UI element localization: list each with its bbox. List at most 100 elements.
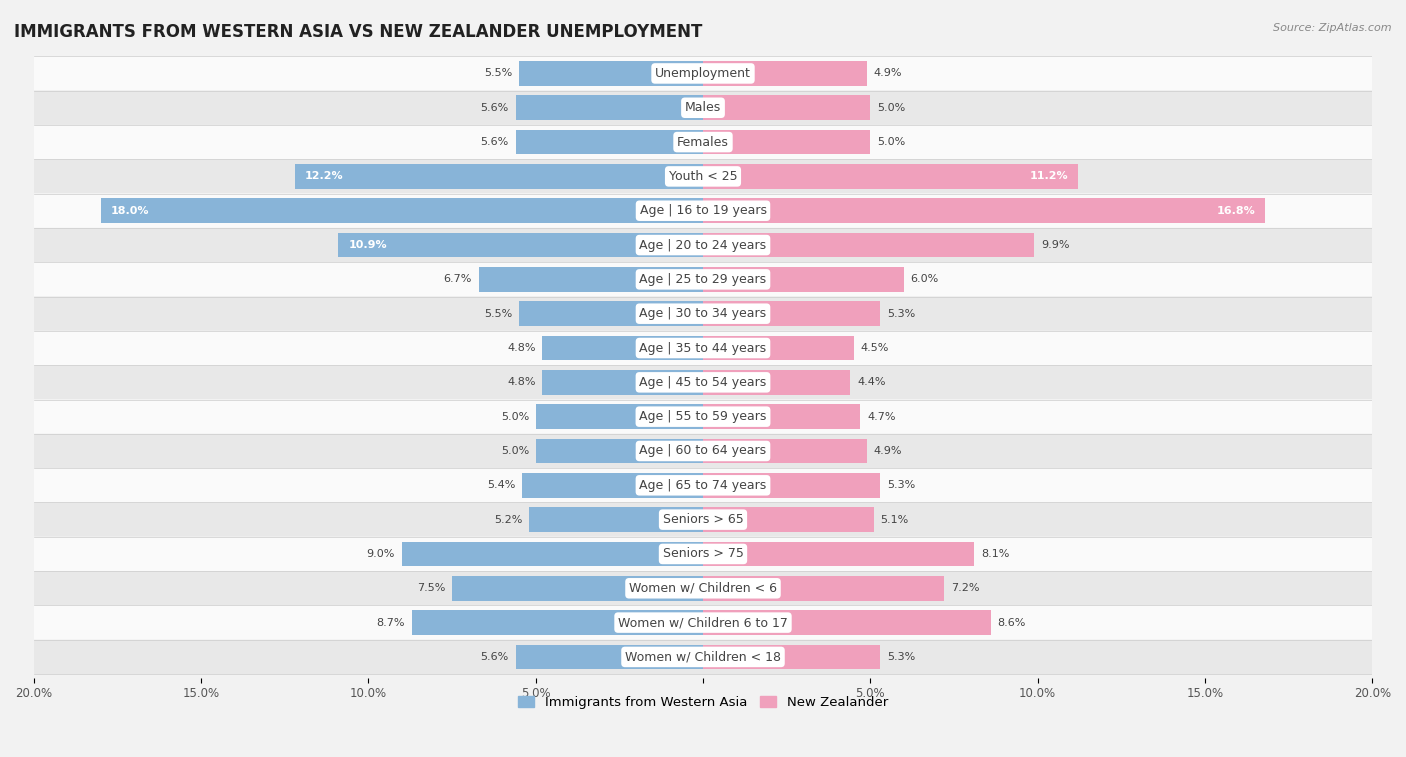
- Bar: [478, 267, 703, 291]
- Text: Women w/ Children < 6: Women w/ Children < 6: [628, 582, 778, 595]
- Bar: [703, 507, 873, 532]
- Text: 5.5%: 5.5%: [484, 309, 512, 319]
- Bar: [703, 301, 880, 326]
- Bar: [295, 164, 703, 188]
- Text: Seniors > 75: Seniors > 75: [662, 547, 744, 560]
- Text: 7.2%: 7.2%: [950, 584, 979, 593]
- Text: Males: Males: [685, 101, 721, 114]
- Bar: [519, 301, 703, 326]
- Bar: [703, 370, 851, 394]
- Text: 5.6%: 5.6%: [481, 103, 509, 113]
- Text: 5.3%: 5.3%: [887, 309, 915, 319]
- FancyBboxPatch shape: [34, 125, 1372, 159]
- Text: 4.5%: 4.5%: [860, 343, 889, 353]
- Text: 16.8%: 16.8%: [1216, 206, 1256, 216]
- FancyBboxPatch shape: [34, 640, 1372, 674]
- Text: 5.6%: 5.6%: [481, 137, 509, 147]
- FancyBboxPatch shape: [34, 194, 1372, 228]
- Bar: [536, 404, 703, 429]
- Bar: [529, 507, 703, 532]
- Legend: Immigrants from Western Asia, New Zealander: Immigrants from Western Asia, New Zealan…: [513, 691, 893, 715]
- Text: 5.2%: 5.2%: [494, 515, 522, 525]
- Bar: [519, 61, 703, 86]
- Bar: [100, 198, 703, 223]
- Text: 5.3%: 5.3%: [887, 480, 915, 491]
- Bar: [703, 576, 943, 600]
- Bar: [703, 232, 1035, 257]
- Text: 5.1%: 5.1%: [880, 515, 908, 525]
- Text: Age | 30 to 34 years: Age | 30 to 34 years: [640, 307, 766, 320]
- Bar: [516, 95, 703, 120]
- Text: Women w/ Children < 18: Women w/ Children < 18: [626, 650, 780, 663]
- Text: Age | 16 to 19 years: Age | 16 to 19 years: [640, 204, 766, 217]
- Text: Age | 60 to 64 years: Age | 60 to 64 years: [640, 444, 766, 457]
- Text: 11.2%: 11.2%: [1029, 171, 1067, 182]
- Text: 7.5%: 7.5%: [418, 584, 446, 593]
- Text: 5.0%: 5.0%: [877, 103, 905, 113]
- Text: 5.0%: 5.0%: [877, 137, 905, 147]
- FancyBboxPatch shape: [34, 262, 1372, 297]
- Text: 12.2%: 12.2%: [305, 171, 343, 182]
- Bar: [703, 404, 860, 429]
- Text: 10.9%: 10.9%: [349, 240, 387, 250]
- Text: 6.0%: 6.0%: [911, 274, 939, 285]
- Text: Source: ZipAtlas.com: Source: ZipAtlas.com: [1274, 23, 1392, 33]
- FancyBboxPatch shape: [34, 365, 1372, 400]
- Bar: [536, 438, 703, 463]
- Text: 5.6%: 5.6%: [481, 652, 509, 662]
- FancyBboxPatch shape: [34, 159, 1372, 194]
- Text: Age | 20 to 24 years: Age | 20 to 24 years: [640, 238, 766, 251]
- Text: 9.9%: 9.9%: [1040, 240, 1070, 250]
- Text: Unemployment: Unemployment: [655, 67, 751, 80]
- Text: Age | 35 to 44 years: Age | 35 to 44 years: [640, 341, 766, 354]
- Bar: [451, 576, 703, 600]
- Text: 4.8%: 4.8%: [508, 343, 536, 353]
- FancyBboxPatch shape: [34, 297, 1372, 331]
- Text: Women w/ Children 6 to 17: Women w/ Children 6 to 17: [619, 616, 787, 629]
- Text: 4.9%: 4.9%: [873, 68, 903, 79]
- FancyBboxPatch shape: [34, 91, 1372, 125]
- Text: IMMIGRANTS FROM WESTERN ASIA VS NEW ZEALANDER UNEMPLOYMENT: IMMIGRANTS FROM WESTERN ASIA VS NEW ZEAL…: [14, 23, 703, 41]
- FancyBboxPatch shape: [34, 228, 1372, 262]
- Bar: [703, 541, 974, 566]
- Text: 6.7%: 6.7%: [444, 274, 472, 285]
- FancyBboxPatch shape: [34, 571, 1372, 606]
- Bar: [522, 473, 703, 497]
- Bar: [703, 438, 868, 463]
- Text: Age | 25 to 29 years: Age | 25 to 29 years: [640, 273, 766, 286]
- Bar: [543, 335, 703, 360]
- Bar: [703, 198, 1265, 223]
- Text: 5.4%: 5.4%: [488, 480, 516, 491]
- FancyBboxPatch shape: [34, 434, 1372, 468]
- Text: Youth < 25: Youth < 25: [669, 170, 737, 183]
- FancyBboxPatch shape: [34, 331, 1372, 365]
- Bar: [703, 95, 870, 120]
- Bar: [703, 129, 870, 154]
- Bar: [703, 644, 880, 669]
- Text: 9.0%: 9.0%: [367, 549, 395, 559]
- FancyBboxPatch shape: [34, 503, 1372, 537]
- Text: Age | 55 to 59 years: Age | 55 to 59 years: [640, 410, 766, 423]
- Text: 5.0%: 5.0%: [501, 446, 529, 456]
- Bar: [703, 267, 904, 291]
- Bar: [703, 473, 880, 497]
- Bar: [339, 232, 703, 257]
- Text: 4.7%: 4.7%: [868, 412, 896, 422]
- FancyBboxPatch shape: [34, 468, 1372, 503]
- Bar: [412, 610, 703, 635]
- Bar: [703, 164, 1078, 188]
- Bar: [543, 370, 703, 394]
- Bar: [402, 541, 703, 566]
- FancyBboxPatch shape: [34, 537, 1372, 571]
- FancyBboxPatch shape: [34, 606, 1372, 640]
- Text: 8.1%: 8.1%: [981, 549, 1010, 559]
- Bar: [516, 129, 703, 154]
- Bar: [516, 644, 703, 669]
- Text: 5.5%: 5.5%: [484, 68, 512, 79]
- Text: 5.3%: 5.3%: [887, 652, 915, 662]
- Bar: [703, 610, 991, 635]
- Text: Age | 65 to 74 years: Age | 65 to 74 years: [640, 479, 766, 492]
- Text: 5.0%: 5.0%: [501, 412, 529, 422]
- FancyBboxPatch shape: [34, 400, 1372, 434]
- Text: 4.8%: 4.8%: [508, 377, 536, 388]
